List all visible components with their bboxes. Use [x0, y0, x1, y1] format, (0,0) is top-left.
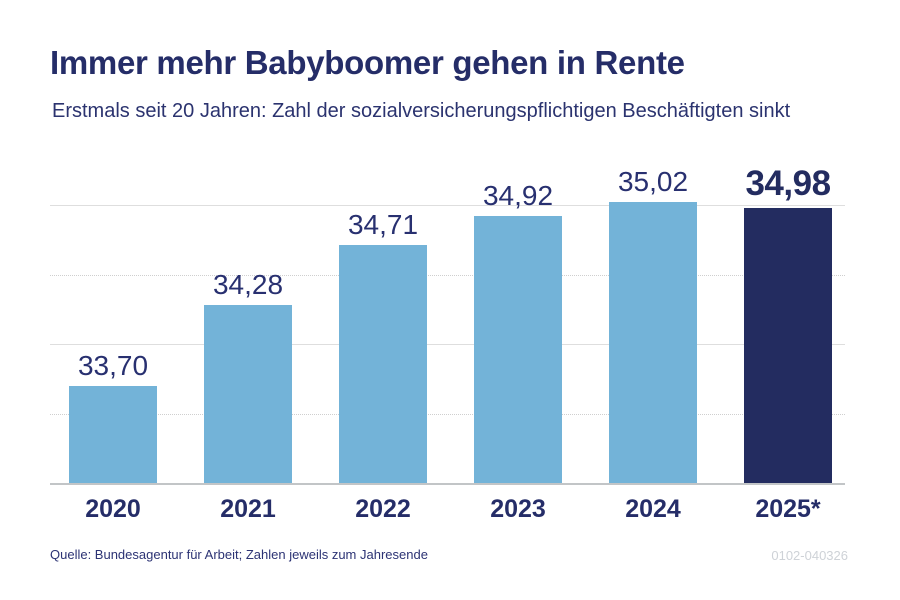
gridline-34	[50, 344, 845, 345]
x-axis-label: 2020	[85, 495, 141, 523]
bar-value-label: 34,28	[212, 269, 284, 301]
bar-2021	[204, 305, 292, 483]
figure-id: 0102-040326	[771, 548, 848, 563]
gridline-35	[50, 205, 845, 206]
x-axis-label: 2025*	[755, 495, 821, 523]
bar-value-label: 33,70	[77, 349, 149, 381]
x-axis-label: 2024	[625, 495, 681, 523]
chart-title: Immer mehr Babyboomer gehen in Rente	[50, 44, 685, 81]
gridline-33-5	[50, 413, 845, 415]
bar-value-label: 34,98	[745, 163, 831, 203]
source-note: Quelle: Bundesagentur für Arbeit; Zahlen…	[50, 547, 428, 562]
bar-2023	[474, 216, 562, 483]
x-axis-label: 2023	[490, 495, 546, 523]
x-axis-label: 2021	[220, 495, 276, 523]
chart-subtitle: Erstmals seit 20 Jahren: Zahl der sozial…	[52, 100, 791, 122]
x-axis-line	[50, 483, 845, 485]
bar-2024	[609, 202, 697, 483]
bar-2025	[744, 207, 832, 483]
bar-value-label: 35,02	[617, 166, 689, 198]
bar-2022	[339, 245, 427, 483]
bar-value-label: 34,92	[482, 180, 554, 212]
gridline-34-5	[50, 274, 845, 276]
bar-2020	[69, 385, 157, 483]
bar-value-label: 34,71	[347, 209, 419, 241]
x-axis-label: 2022	[355, 495, 411, 523]
